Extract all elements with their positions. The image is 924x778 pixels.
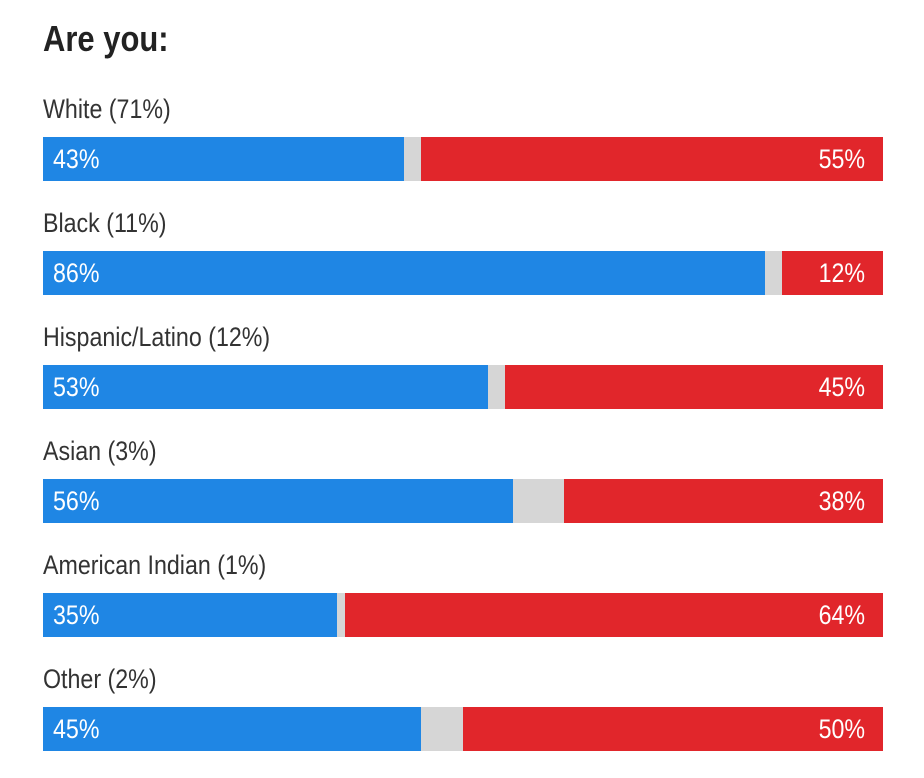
bar-row: Black (11%) 86% 12%	[43, 204, 883, 318]
category-label: Other (2%)	[43, 664, 157, 694]
stacked-bar: 86% 12%	[43, 251, 883, 295]
category-label: White (71%)	[43, 94, 171, 124]
stacked-bar: 45% 50%	[43, 707, 883, 751]
bar-segment-red	[782, 251, 883, 295]
value-label-red: 12%	[818, 258, 865, 288]
value-label-blue: 86%	[53, 258, 100, 288]
bar-segment-blue	[43, 593, 337, 637]
stacked-bar: 35% 64%	[43, 593, 883, 637]
bar-segment-blue	[43, 707, 421, 751]
bar-segment-red	[505, 365, 883, 409]
bar-segment-blue	[43, 479, 514, 523]
category-label: American Indian (1%)	[43, 550, 267, 580]
bar-row: White (71%) 43% 55%	[43, 90, 883, 204]
category-label: Black (11%)	[43, 208, 167, 238]
bar-segment-red	[421, 137, 883, 181]
chart-rows: White (71%) 43% 55% Black (11%) 86% 12% Hispan…	[43, 90, 883, 774]
stacked-bar: 43% 55%	[43, 137, 883, 181]
bar-row: American Indian (1%) 35% 64%	[43, 546, 883, 660]
value-label-blue: 35%	[53, 600, 100, 630]
value-label-blue: 43%	[53, 144, 100, 174]
value-label-red: 45%	[818, 372, 865, 402]
category-label: Asian (3%)	[43, 436, 157, 466]
value-label-blue: 56%	[53, 486, 100, 516]
value-label-red: 50%	[818, 714, 865, 744]
bar-segment-blue	[43, 365, 489, 409]
category-label: Hispanic/Latino (12%)	[43, 322, 271, 352]
bar-row: Other (2%) 45% 50%	[43, 660, 883, 774]
bar-segment-red	[345, 593, 883, 637]
bar-segment-red	[463, 707, 883, 751]
bar-segment-blue	[43, 251, 766, 295]
value-label-red: 64%	[818, 600, 865, 630]
stacked-bar: 53% 45%	[43, 365, 883, 409]
value-label-red: 38%	[818, 486, 865, 516]
bar-segment-red	[563, 479, 883, 523]
bar-row: Asian (3%) 56% 38%	[43, 432, 883, 546]
value-label-blue: 53%	[53, 372, 100, 402]
value-label-red: 55%	[818, 144, 865, 174]
bar-row: Hispanic/Latino (12%) 53% 45%	[43, 318, 883, 432]
chart-title: Are you:	[43, 18, 169, 59]
stacked-bar: 56% 38%	[43, 479, 883, 523]
value-label-blue: 45%	[53, 714, 100, 744]
bar-segment-blue	[43, 137, 405, 181]
